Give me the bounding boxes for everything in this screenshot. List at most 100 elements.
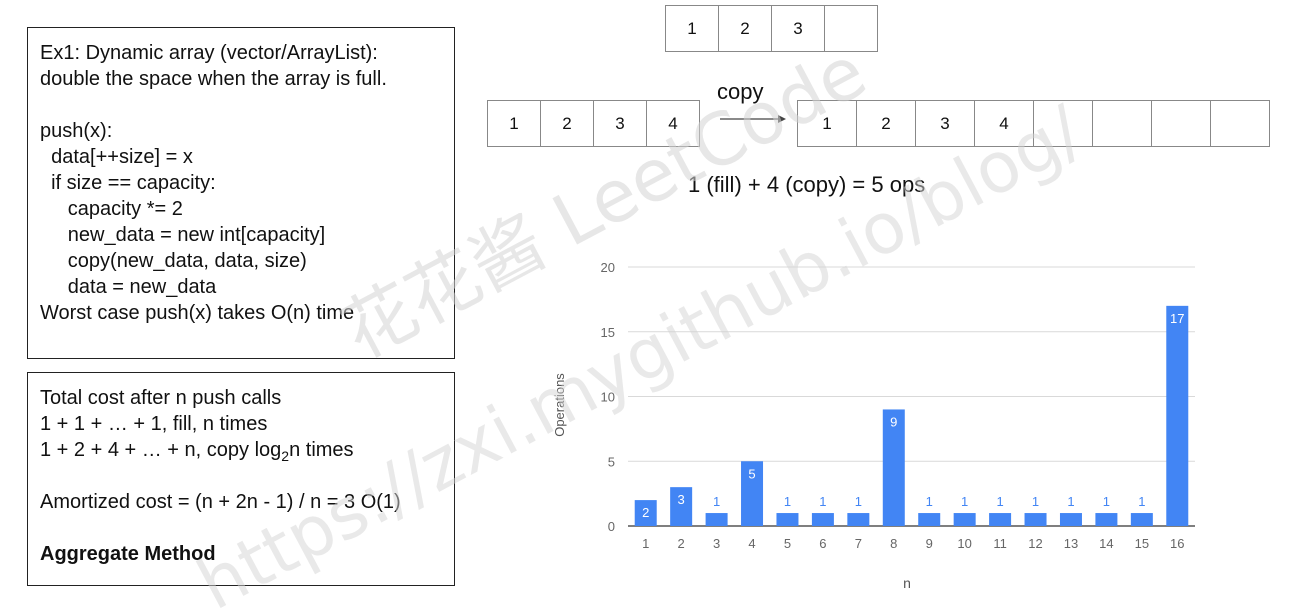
data-label: 17 [1170, 311, 1184, 326]
data-label: 2 [642, 505, 649, 520]
array-cell [1092, 100, 1152, 147]
bar [705, 513, 728, 526]
y-tick-label: 20 [601, 260, 615, 275]
code-line: data = new_data [40, 276, 217, 298]
data-label: 9 [890, 414, 897, 429]
array-full: 1 2 3 4 [487, 100, 700, 147]
code-line: data[++size] = x [40, 146, 193, 168]
array-cell [1151, 100, 1211, 147]
array-cell: 1 [797, 100, 857, 147]
x-tick-label: 16 [1170, 536, 1184, 551]
data-label: 3 [678, 492, 685, 507]
x-tick-label: 12 [1028, 536, 1042, 551]
y-tick-label: 5 [608, 454, 615, 469]
cost-line-3-pre: 1 + 2 + 4 + … + n, copy log [40, 439, 282, 461]
bar [989, 513, 1012, 526]
copy-arrow-icon [720, 115, 786, 123]
x-tick-label: 10 [957, 536, 971, 551]
cost-line-3-post: n times [289, 439, 354, 461]
y-tick-label: 10 [601, 390, 615, 405]
x-tick-label: 4 [748, 536, 755, 551]
ops-summary: 1 (fill) + 4 (copy) = 5 ops [688, 172, 926, 197]
bar [634, 500, 657, 526]
cost-box: Total cost after n push calls 1 + 1 + … … [27, 372, 455, 586]
array-cell: 3 [915, 100, 975, 147]
data-label: 1 [713, 494, 720, 509]
data-label: 1 [819, 494, 826, 509]
array-cell [824, 5, 878, 52]
bar [918, 513, 941, 526]
bar [1024, 513, 1047, 526]
bar [882, 409, 905, 526]
code-line [40, 92, 442, 118]
bar [1166, 305, 1189, 526]
code-box: Ex1: Dynamic array (vector/ArrayList): d… [27, 27, 455, 359]
x-tick-label: 6 [819, 536, 826, 551]
array-cell [1033, 100, 1093, 147]
data-label: 1 [1103, 494, 1110, 509]
data-label: 5 [748, 466, 755, 481]
bar [670, 487, 693, 526]
code-line: new_data = new int[capacity] [40, 224, 326, 246]
x-tick-label: 1 [642, 536, 649, 551]
cost-line-3: 1 + 2 + 4 + … + n, copy log2n times [40, 437, 442, 464]
array-doubled: 1 2 3 4 [797, 100, 1270, 147]
array-cell: 2 [540, 100, 594, 147]
code-line: Ex1: Dynamic array (vector/ArrayList): [40, 42, 378, 64]
x-tick-label: 5 [784, 536, 791, 551]
method-label: Aggregate Method [40, 543, 216, 565]
array-cell: 1 [487, 100, 541, 147]
x-tick-label: 11 [993, 536, 1007, 551]
array-cell: 4 [974, 100, 1034, 147]
data-label: 1 [1032, 494, 1039, 509]
data-label: 1 [996, 494, 1003, 509]
data-label: 1 [1138, 494, 1145, 509]
code-line: push(x): [40, 120, 113, 142]
code-line: copy(new_data, data, size) [40, 250, 307, 272]
code-line: capacity *= 2 [40, 198, 183, 220]
log-base-subscript: 2 [281, 448, 290, 464]
cost-line-4: Amortized cost = (n + 2n - 1) / n = 3 O(… [40, 491, 401, 513]
array-cell: 3 [771, 5, 825, 52]
x-tick-label: 7 [855, 536, 862, 551]
data-label: 1 [855, 494, 862, 509]
x-tick-label: 9 [926, 536, 933, 551]
data-label: 1 [784, 494, 791, 509]
x-axis-label: n [903, 575, 911, 591]
array-cell: 2 [856, 100, 916, 147]
code-line: if size == capacity: [40, 172, 216, 194]
x-tick-label: 13 [1064, 536, 1078, 551]
y-tick-label: 15 [601, 325, 615, 340]
y-axis-label: Operations [552, 373, 567, 437]
bar [811, 513, 834, 526]
x-tick-label: 3 [713, 536, 720, 551]
copy-label: copy [717, 79, 764, 104]
cost-line-1: Total cost after n push calls [40, 387, 282, 409]
bar [1095, 513, 1118, 526]
array-cell: 2 [718, 5, 772, 52]
x-tick-label: 15 [1135, 536, 1149, 551]
x-tick-label: 2 [678, 536, 685, 551]
bar [1130, 513, 1153, 526]
array-cell [1210, 100, 1270, 147]
bar [1059, 513, 1082, 526]
bar [847, 513, 870, 526]
data-label: 1 [961, 494, 968, 509]
x-tick-label: 14 [1099, 536, 1113, 551]
cost-blank [40, 515, 442, 541]
data-label: 1 [1067, 494, 1074, 509]
x-tick-label: 8 [890, 536, 897, 551]
bar [953, 513, 976, 526]
code-line: double the space when the array is full. [40, 68, 387, 90]
cost-line-2: 1 + 1 + … + 1, fill, n times [40, 413, 268, 435]
bar [741, 461, 764, 526]
cost-blank [40, 463, 442, 489]
array-cell: 1 [665, 5, 719, 52]
array-cell: 3 [593, 100, 647, 147]
bar [776, 513, 799, 526]
array-before-push: 1 2 3 [665, 5, 878, 52]
array-cell: 4 [646, 100, 700, 147]
data-label: 1 [926, 494, 933, 509]
